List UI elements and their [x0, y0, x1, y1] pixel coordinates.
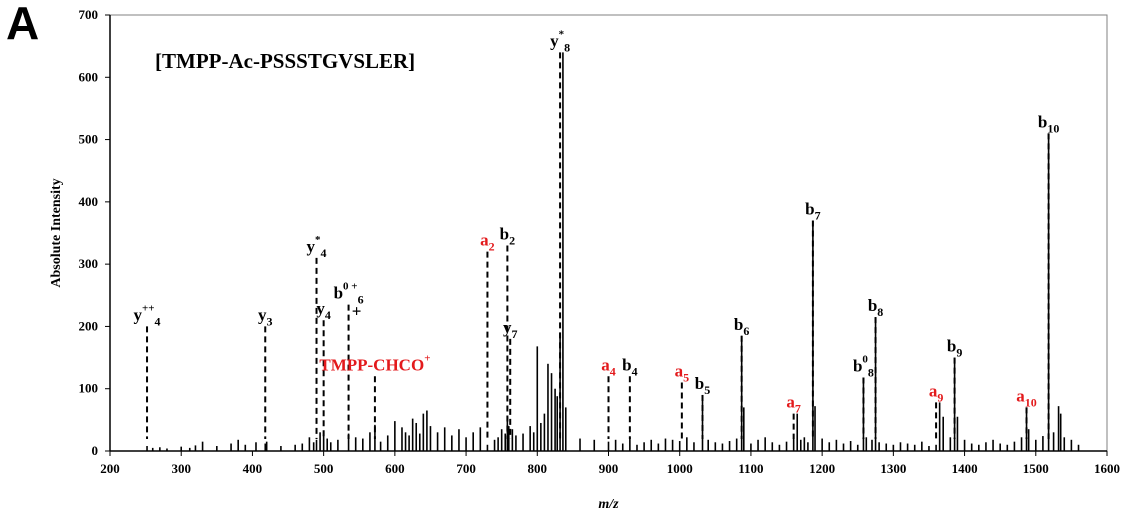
x-tick-label: 1400 — [952, 461, 978, 476]
y-tick-label: 200 — [79, 318, 99, 333]
x-tick-label: 1500 — [1023, 461, 1049, 476]
ion-label: b08 — [853, 354, 874, 380]
ion-label: b9 — [947, 337, 962, 360]
ion-label: y*4 — [307, 234, 327, 260]
ion-label: y7 — [503, 318, 517, 341]
panel-letter: A — [6, 0, 40, 49]
ion-label: a10 — [1016, 386, 1037, 409]
ion-label: a4 — [601, 355, 616, 378]
x-tick-label: 1300 — [880, 461, 906, 476]
x-tick-label: 200 — [100, 461, 120, 476]
ion-label: b4 — [622, 355, 637, 378]
ion-label: b2 — [500, 224, 515, 247]
ion-label: y4 — [316, 299, 331, 322]
ion-label: a5 — [675, 361, 690, 384]
x-tick-label: 300 — [171, 461, 191, 476]
ion-label-charge: + — [352, 302, 362, 321]
x-tick-label: 1600 — [1094, 461, 1120, 476]
dashed-markers-layer — [146, 52, 1050, 439]
ion-label: TMPP-CHCO+ — [319, 352, 430, 374]
axes-layer: 200 300 400 500 600 700 800 900 1000 1100 1200 1300… — [79, 7, 1121, 476]
ion-label: a9 — [929, 381, 944, 404]
ion-label: a2 — [480, 231, 495, 254]
x-tick-label: 500 — [314, 461, 334, 476]
y-axis-title: Absolute Intensity — [49, 178, 64, 287]
y-tick-label: 500 — [79, 132, 99, 147]
y-tick-label: 600 — [79, 69, 99, 84]
ion-label: b5 — [695, 374, 710, 397]
y-tick-label: 400 — [79, 194, 99, 209]
x-tick-label: 900 — [599, 461, 619, 476]
x-tick-label: 1000 — [667, 461, 693, 476]
plot-frame — [109, 14, 1108, 452]
x-tick-label: 800 — [528, 461, 548, 476]
ion-label: y++4 — [134, 302, 161, 328]
ion-label: b7 — [805, 200, 820, 223]
y-tick-label: 700 — [79, 7, 99, 22]
ion-label: y3 — [258, 305, 273, 328]
x-tick-label: 700 — [456, 461, 476, 476]
ion-label: b6 — [734, 315, 749, 338]
y-tick-label: 300 — [79, 256, 99, 271]
y-tick-label: 100 — [79, 381, 99, 396]
ion-label: y*8 — [550, 28, 570, 54]
chart-title: [TMPP-Ac-PSSSTGVSLER] — [155, 49, 415, 73]
x-tick-label: 1200 — [809, 461, 835, 476]
ion-label: a7 — [786, 393, 801, 416]
ion-label: b0 +6 — [334, 281, 364, 307]
x-axis-title: m/z — [598, 497, 619, 512]
ion-label: b10 — [1038, 112, 1059, 135]
y-tick-label: 0 — [92, 443, 99, 458]
x-tick-label: 400 — [243, 461, 263, 476]
ion-label: b8 — [868, 296, 883, 319]
x-tick-label: 600 — [385, 461, 405, 476]
x-tick-label: 1100 — [738, 461, 763, 476]
